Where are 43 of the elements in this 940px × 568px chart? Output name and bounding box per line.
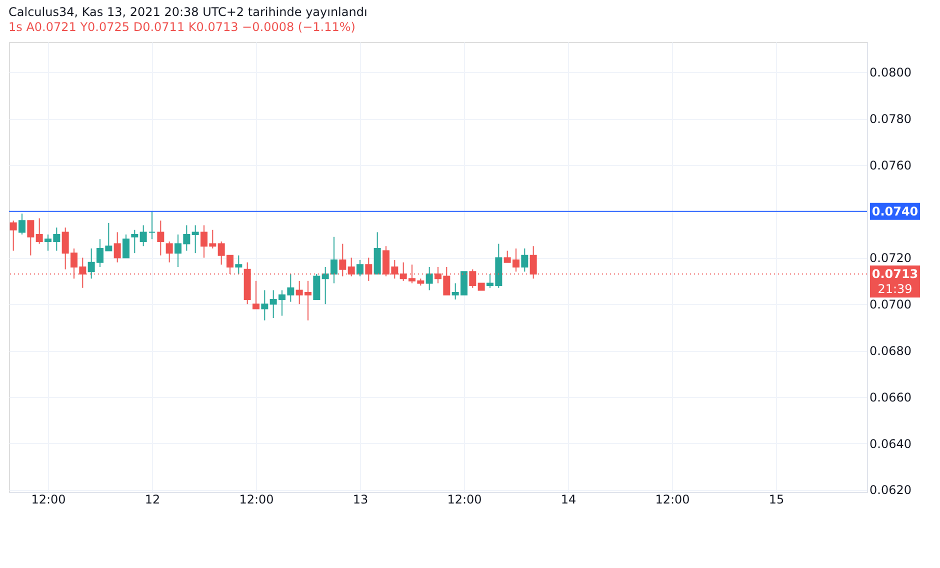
candlestick — [131, 229, 138, 254]
candlestick — [521, 248, 528, 272]
y-tick-label: 0.0780 — [870, 112, 912, 126]
x-tick-label: 12:00 — [447, 492, 482, 506]
x-tick-label: 12:00 — [31, 492, 66, 506]
candlestick — [122, 234, 130, 258]
x-tick-label: 12:00 — [239, 492, 274, 506]
y-tick-label: 0.0700 — [870, 298, 912, 312]
candlestick — [157, 220, 164, 256]
candlestick — [10, 220, 17, 252]
candlestick — [261, 290, 268, 321]
candlestick — [313, 273, 320, 300]
candlestick — [252, 280, 260, 310]
x-tick-label: 12 — [144, 492, 160, 506]
candlestick — [330, 236, 338, 284]
x-tick-label: 12:00 — [655, 492, 690, 506]
candlestick — [148, 210, 156, 240]
x-tick-label: 15 — [768, 492, 784, 506]
candlestick — [27, 220, 34, 256]
candlestick — [140, 224, 147, 247]
y-tick-label: 0.0640 — [870, 436, 912, 451]
chart-subtitle: 1s A0.0721 Y0.0725 D0.0711 K0.0713 −0.0008 (−1.11%) — [8, 20, 356, 34]
candlestick — [426, 266, 433, 291]
candlestick — [36, 218, 43, 244]
candlestick — [18, 213, 26, 236]
y-tick-label: 0.0760 — [870, 158, 912, 172]
x-tick-label: 14 — [560, 492, 576, 506]
candlestick — [166, 240, 173, 263]
y-tick-label: 0.0620 — [870, 483, 912, 498]
candlestick — [356, 260, 364, 277]
x-tick-label: 13 — [352, 492, 368, 506]
y-tick-label: 0.0660 — [870, 390, 912, 404]
chart-title: Calculus34, Kas 13, 2021 20:38 UTC+2 tarihinde yayınlandı — [8, 5, 368, 19]
y-tick-label: 0.0680 — [870, 344, 912, 358]
candlestick — [322, 266, 329, 305]
ref-line-label: 0.0740 — [872, 204, 918, 218]
ref-line-label: 0.0713 — [872, 266, 918, 281]
candlestick — [114, 232, 121, 263]
y-tick-label: 0.0720 — [870, 251, 912, 266]
text: 21:39 — [878, 282, 912, 296]
candlestick — [192, 224, 199, 254]
candlestick — [235, 254, 242, 274]
y-tick-label: 0.0800 — [870, 66, 912, 80]
